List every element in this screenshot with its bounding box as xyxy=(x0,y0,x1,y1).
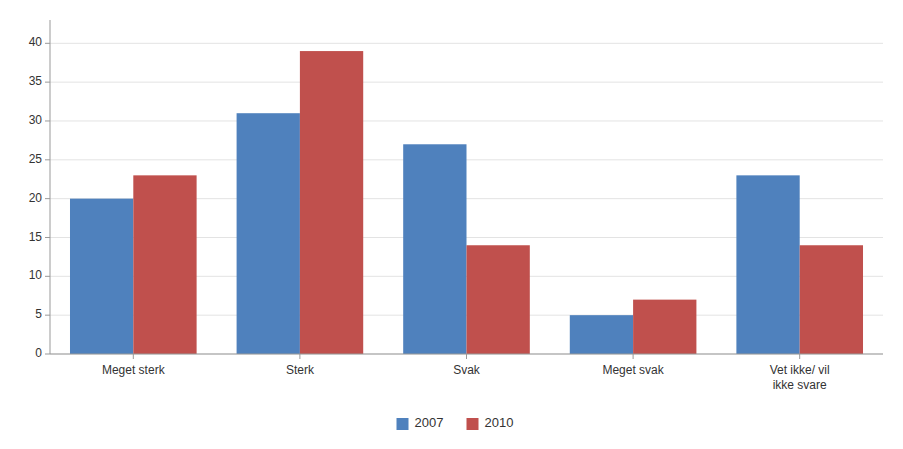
bar xyxy=(237,113,300,354)
bars xyxy=(70,51,863,354)
y-tick xyxy=(45,354,50,355)
bar xyxy=(570,315,633,354)
y-tick-label: 20 xyxy=(29,191,43,205)
x-tick xyxy=(133,354,134,359)
chart-container: 0510152025303540Meget sterkSterkSvakMege… xyxy=(0,0,903,449)
x-tick xyxy=(466,354,467,359)
bar xyxy=(70,199,133,354)
y-axis: 0 5 10 15 20 25 30 35 40 xyxy=(29,20,50,360)
x-tick-label: Vet ikke/ vilikke svare xyxy=(770,363,830,392)
bar xyxy=(633,300,696,354)
grid-line xyxy=(50,43,883,44)
x-tick-label-line: Meget sterk xyxy=(102,363,166,377)
x-tick-label-line: Svak xyxy=(453,363,481,377)
legend: 2007 2010 xyxy=(397,415,514,430)
legend-swatch xyxy=(467,418,479,430)
x-tick xyxy=(633,354,634,359)
x-tick xyxy=(299,354,300,359)
y-tick xyxy=(45,315,50,316)
x-tick-label: Sterk xyxy=(286,363,315,377)
y-tick xyxy=(45,43,50,44)
x-tick-label: Meget sterk xyxy=(102,363,166,377)
x-tick-label-line: Vet ikke/ vil xyxy=(770,363,830,377)
x-axis: Meget sterk Sterk Svak Meget svak Vet ikke/ … xyxy=(50,354,883,392)
y-tick xyxy=(45,120,50,121)
x-tick-label: Meget svak xyxy=(602,363,664,377)
legend-label: 2010 xyxy=(485,415,514,430)
y-tick-label: 40 xyxy=(29,35,43,49)
y-tick xyxy=(45,198,50,199)
grid-line xyxy=(50,82,883,83)
legend-swatch xyxy=(397,418,409,430)
y-tick xyxy=(45,237,50,238)
y-tick-label: 5 xyxy=(35,307,42,321)
y-tick xyxy=(45,82,50,83)
bar xyxy=(736,175,799,354)
bar xyxy=(800,245,863,354)
y-tick-label: 0 xyxy=(35,346,42,360)
y-tick-label: 10 xyxy=(29,268,43,282)
y-tick-label: 15 xyxy=(29,230,43,244)
chart-svg: 0510152025303540Meget sterkSterkSvakMege… xyxy=(0,0,903,449)
y-tick-label: 30 xyxy=(29,113,43,127)
x-tick-label-line: Meget svak xyxy=(602,363,664,377)
bar xyxy=(133,175,196,354)
x-tick-label-line: Sterk xyxy=(286,363,315,377)
bar xyxy=(403,144,466,354)
y-tick xyxy=(45,276,50,277)
grid xyxy=(50,43,883,354)
bar xyxy=(467,245,530,354)
bar xyxy=(300,51,363,354)
x-tick-label-line: ikke svare xyxy=(773,378,827,392)
legend-label: 2007 xyxy=(415,415,444,430)
y-tick-label: 35 xyxy=(29,74,43,88)
y-axis-line xyxy=(50,20,51,354)
y-tick xyxy=(45,159,50,160)
x-tick xyxy=(799,354,800,359)
x-tick-label: Svak xyxy=(453,363,481,377)
grid-line xyxy=(50,120,883,121)
y-tick-label: 25 xyxy=(29,152,43,166)
